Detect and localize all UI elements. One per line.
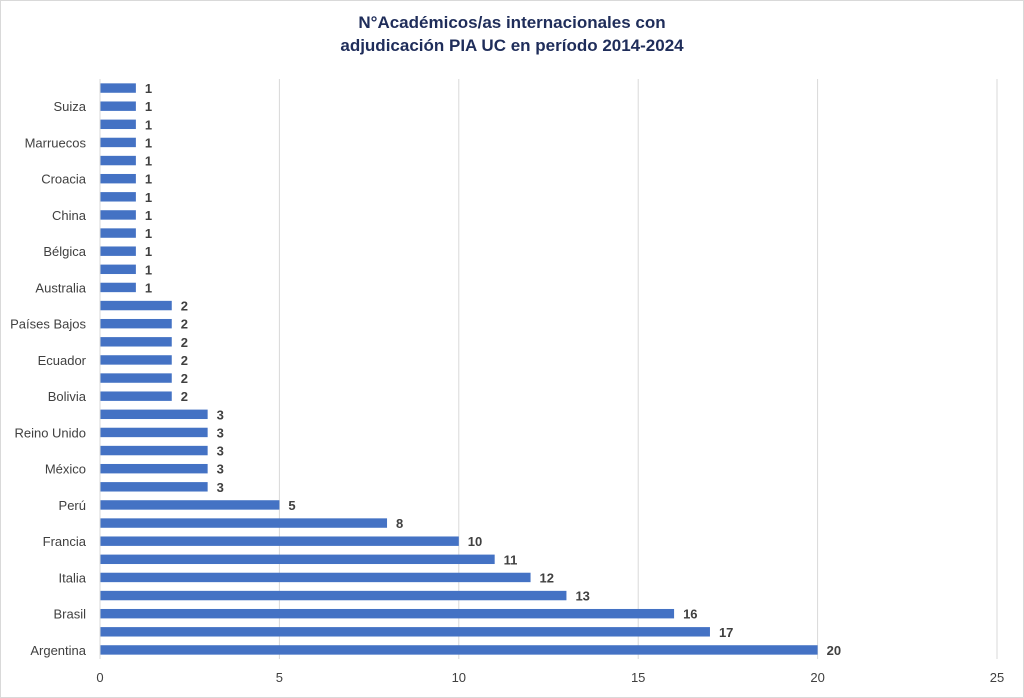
data-label: 2: [181, 335, 188, 350]
bar: [100, 373, 172, 383]
bar: [100, 101, 136, 111]
bar: [100, 173, 136, 184]
bar: [100, 554, 495, 565]
chart-title-line-1: N°Académicos/as internacionales con: [358, 13, 666, 32]
x-tick-label: 10: [452, 670, 466, 685]
category-label: China: [52, 208, 87, 223]
data-label: 5: [288, 498, 295, 513]
category-label: Italia: [59, 570, 87, 585]
data-label: 12: [540, 570, 554, 585]
data-label: 3: [217, 407, 224, 422]
data-label: 2: [181, 353, 188, 368]
x-tick-labels: 0 5 10 15 20 25: [96, 670, 1004, 685]
bars: [100, 83, 818, 655]
data-label: 1: [145, 208, 152, 223]
data-label: 17: [719, 625, 733, 640]
bar: [100, 608, 675, 619]
bar: [100, 355, 172, 365]
data-label: 1: [145, 172, 152, 187]
bar: [100, 83, 136, 93]
data-label: 3: [217, 444, 224, 459]
bar: [100, 518, 388, 528]
category-label: Suiza: [53, 99, 86, 114]
bar: [100, 282, 136, 293]
data-label: 13: [575, 589, 589, 604]
gridlines: [278, 79, 998, 659]
x-tick-label: 15: [631, 670, 645, 685]
bar: [100, 645, 818, 655]
data-label: 20: [827, 643, 841, 658]
bar: [100, 572, 531, 583]
data-label: 1: [145, 226, 152, 241]
bar: [100, 463, 208, 474]
x-tick-label: 0: [96, 670, 103, 685]
bar: [100, 337, 172, 347]
category-label: Ecuador: [38, 353, 87, 368]
bar: [100, 228, 136, 238]
bar: [100, 119, 136, 130]
bar: [100, 590, 567, 601]
data-label: 3: [217, 480, 224, 495]
x-tick-label: 25: [990, 670, 1004, 685]
data-label: 3: [217, 462, 224, 477]
data-label: 11: [504, 552, 518, 567]
data-label: 1: [145, 135, 152, 150]
data-label: 1: [145, 117, 152, 132]
category-labels: Argentina Brasil Italia Francia Perú México Re…: [10, 99, 87, 658]
data-label: 1: [145, 262, 152, 277]
data-label: 2: [181, 371, 188, 386]
bar: [100, 192, 136, 202]
category-label: Argentina: [30, 643, 86, 658]
bar: [100, 445, 208, 456]
bar: [100, 264, 136, 275]
data-label: 3: [217, 425, 224, 440]
data-label: 10: [468, 534, 482, 549]
bar: [100, 318, 172, 329]
data-label: 16: [683, 607, 697, 622]
category-label: Reino Unido: [14, 425, 86, 440]
data-label: 1: [145, 280, 152, 295]
bar: [100, 155, 136, 166]
category-label: Perú: [59, 498, 86, 513]
category-label: Bolivia: [48, 389, 87, 404]
bar: [100, 137, 136, 148]
bar: [100, 482, 208, 492]
bar: [100, 246, 136, 256]
category-label: México: [45, 462, 86, 477]
category-label: Marruecos: [25, 135, 87, 150]
data-label: 2: [181, 299, 188, 314]
bar: [100, 210, 136, 220]
data-label: 1: [145, 154, 152, 169]
bar: [100, 409, 208, 420]
data-label: 1: [145, 81, 152, 96]
bar: [100, 627, 710, 637]
category-label: Países Bajos: [10, 317, 86, 332]
bar: [100, 427, 208, 438]
category-label: Francia: [43, 534, 87, 549]
data-label: 1: [145, 244, 152, 259]
category-label: Bélgica: [43, 244, 86, 259]
data-label: 1: [145, 190, 152, 205]
data-label: 8: [396, 516, 403, 531]
category-label: Croacia: [41, 172, 87, 187]
data-label: 2: [181, 389, 188, 404]
category-label: Brasil: [53, 607, 86, 622]
bar: [100, 300, 172, 311]
category-label: Australia: [35, 280, 86, 295]
data-label: 2: [181, 317, 188, 332]
bar: [100, 391, 172, 401]
chart-title-line-2: adjudicación PIA UC en período 2014-2024: [340, 36, 684, 55]
bar: [100, 536, 459, 546]
x-tick-label: 20: [810, 670, 824, 685]
data-label: 1: [145, 99, 152, 114]
bar: [100, 500, 280, 510]
x-tick-label: 5: [276, 670, 283, 685]
